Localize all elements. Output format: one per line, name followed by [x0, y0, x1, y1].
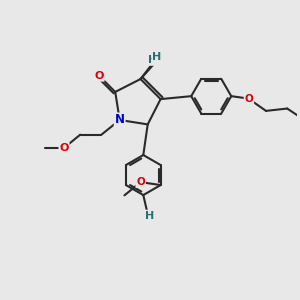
- Text: O: O: [59, 143, 69, 153]
- Text: H: H: [145, 211, 154, 221]
- Text: O: O: [244, 94, 253, 103]
- Text: O: O: [94, 71, 104, 81]
- Text: N: N: [115, 113, 125, 127]
- Text: H: H: [148, 55, 158, 65]
- Text: O: O: [136, 177, 145, 187]
- Text: H: H: [152, 52, 162, 62]
